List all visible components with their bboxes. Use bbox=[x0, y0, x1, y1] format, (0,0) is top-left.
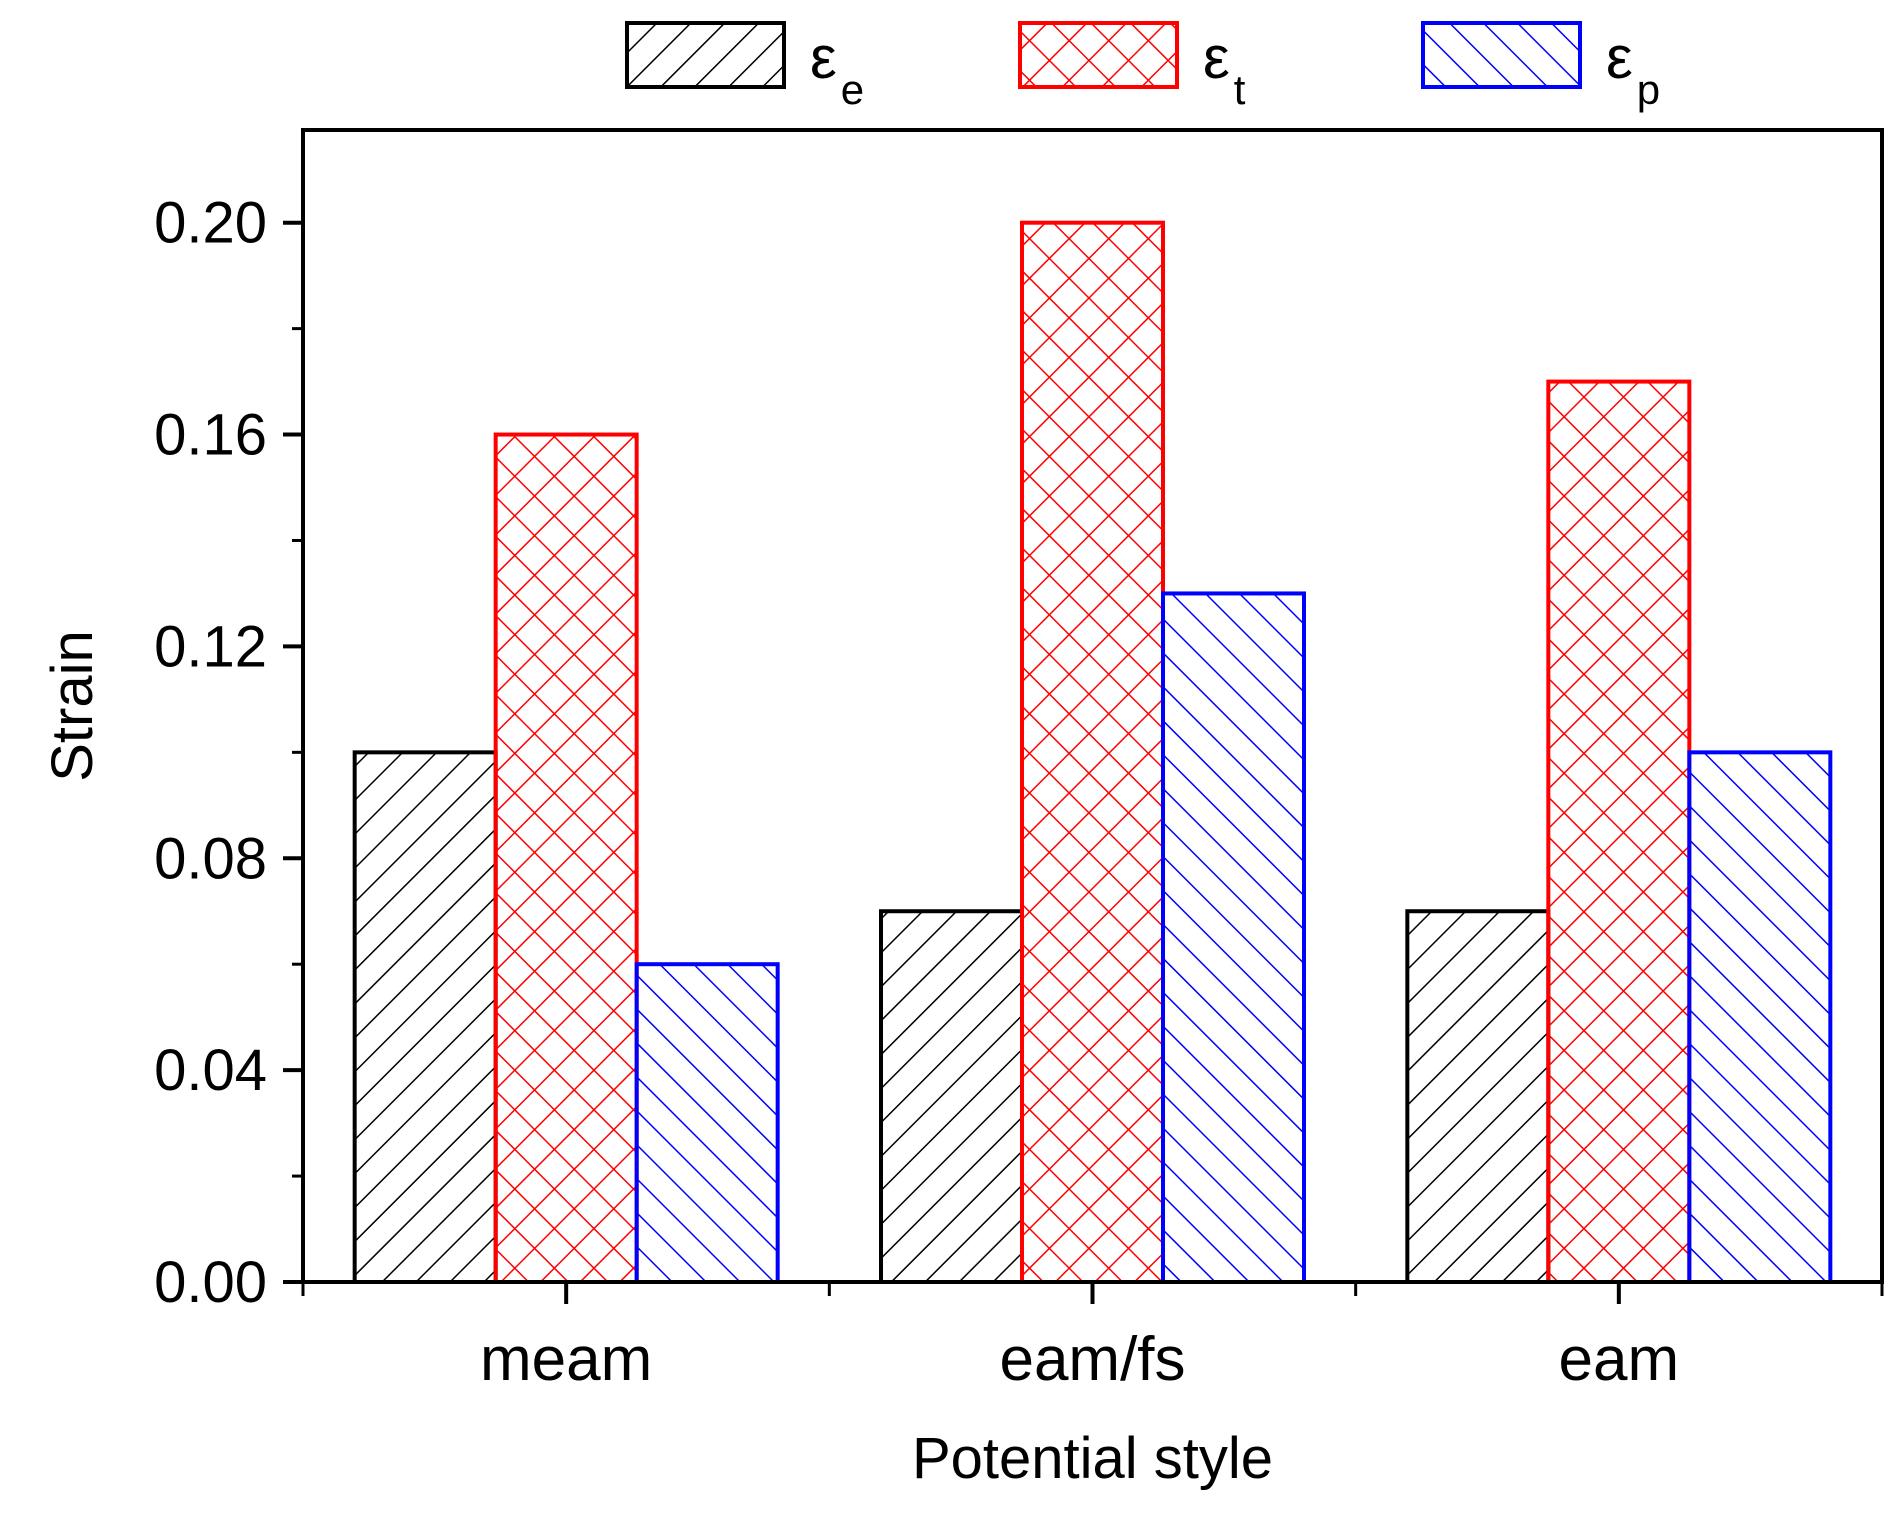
bar-eam-eps-p bbox=[1687, 750, 1833, 1284]
bar-eam-fs-eps-p bbox=[1161, 591, 1306, 1284]
legend-swatch-eps-e bbox=[625, 21, 786, 89]
legend: εe εt εp bbox=[625, 21, 1660, 113]
y-tick-label: 0.04 bbox=[154, 1038, 267, 1103]
legend-swatch-eps-t bbox=[1018, 21, 1179, 89]
bar-meam-eps-e bbox=[352, 750, 498, 1284]
legend-label-eps-t: εt bbox=[1203, 24, 1246, 113]
y-tick-label: 0.12 bbox=[154, 614, 267, 679]
x-tick-label: eam bbox=[1559, 1325, 1680, 1394]
bar-eam-fs-eps-e bbox=[879, 909, 1024, 1284]
legend-label-eps-p: εp bbox=[1606, 24, 1660, 113]
legend-label-eps-e: εe bbox=[810, 24, 864, 113]
bar-meam-eps-t bbox=[493, 432, 639, 1285]
bar-eam-eps-t bbox=[1546, 379, 1692, 1285]
y-tick-label: 0.20 bbox=[154, 191, 267, 256]
y-tick-label: 0.00 bbox=[154, 1250, 267, 1315]
bar-meam-eps-p bbox=[634, 962, 780, 1284]
x-tick-label: eam/fs bbox=[999, 1325, 1185, 1394]
x-tick-label: meam bbox=[480, 1325, 652, 1394]
bar-eam-eps-e bbox=[1405, 909, 1551, 1284]
bars-group bbox=[352, 220, 1833, 1285]
y-axis-label: Strain bbox=[40, 630, 105, 782]
axes-group: 0.00 0.04 0.08 0.12 0.16 0.20 meam eam/fs eam bbox=[154, 191, 1884, 1394]
bar-eam-fs-eps-t bbox=[1020, 220, 1165, 1284]
x-axis-label: Potential style bbox=[912, 1426, 1273, 1491]
legend-swatch-eps-p bbox=[1421, 21, 1582, 89]
y-tick-label: 0.16 bbox=[154, 403, 267, 468]
y-tick-label: 0.08 bbox=[154, 826, 267, 891]
